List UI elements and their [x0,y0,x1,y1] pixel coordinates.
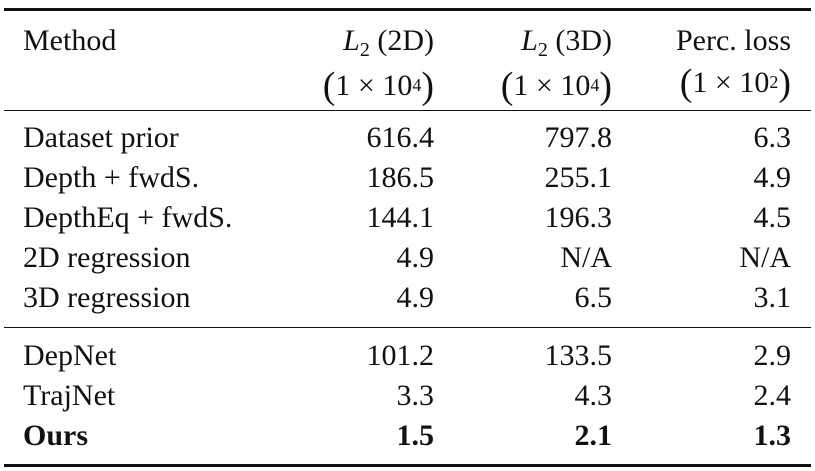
header-perc-loss-label: Perc. loss [676,24,791,57]
l2-3d-cell: 2.1 [574,419,613,452]
perc-loss-cell: 2.4 [753,379,792,412]
header-l2-3d-suffix: (3D) [555,24,612,57]
l2-2d-cell: 616.4 [366,121,435,154]
method-cell: 3D regression [23,281,191,314]
header-perc-loss: Perc. loss (1 × 102) [676,24,791,104]
table-row-best: Ours 1.5 2.1 1.3 [0,416,815,456]
header-l2-3d-subscript: 2 [537,39,548,61]
perc-loss-cell: 2.9 [753,339,792,372]
perc-loss-cell: 4.5 [753,201,792,234]
table-row: Dataset prior 616.4 797.8 6.3 [0,118,815,158]
l2-3d-cell: 255.1 [544,161,613,194]
header-l2-2d-scale: 1 × 10 [335,69,413,102]
perc-loss-cell: 4.9 [753,161,792,194]
header-perc-loss-exp: 2 [769,72,779,92]
header-l2-3d-exp: 4 [590,75,600,95]
perc-loss-cell: 1.3 [753,419,792,452]
l2-3d-cell: 797.8 [544,121,613,154]
header-rule [4,110,811,112]
method-cell: 2D regression [23,241,191,274]
header-l2-2d: L2 (2D) (1 × 104) [322,24,434,107]
method-cell: DepthEq + fwdS. [23,201,233,234]
l2-2d-cell: 3.3 [396,379,435,412]
l2-3d-cell: 196.3 [544,201,613,234]
header-l2-3d: L2 (3D) (1 × 104) [500,24,612,107]
l2-2d-cell: 4.9 [396,281,435,314]
l2-3d-cell: 4.3 [574,379,613,412]
table-row: TrajNet 3.3 4.3 2.4 [0,376,815,416]
table-row: DepthEq + fwdS. 144.1 196.3 4.5 [0,198,815,238]
method-cell: TrajNet [23,379,116,412]
header-l2-3d-scale: 1 × 10 [513,69,591,102]
l2-2d-cell: 144.1 [366,201,435,234]
table-row: Depth + fwdS. 186.5 255.1 4.9 [0,158,815,198]
method-cell: Depth + fwdS. [23,161,200,194]
perc-loss-cell: 3.1 [753,281,792,314]
perc-loss-cell: 6.3 [753,121,792,154]
l2-3d-cell: 133.5 [544,339,613,372]
l2-2d-cell: 186.5 [366,161,435,194]
header-l2-3d-symbol: L [521,24,538,57]
method-cell: Dataset prior [23,121,179,154]
table-row: 3D regression 4.9 6.5 3.1 [0,278,815,318]
header-l2-2d-exp: 4 [412,75,422,95]
header-l2-2d-subscript: 2 [359,39,370,61]
method-cell: DepNet [23,339,117,372]
bottom-rule [4,464,811,467]
header-perc-loss-scale: 1 × 10 [692,66,770,99]
l2-2d-cell: 1.5 [396,419,435,452]
l2-3d-cell: 6.5 [574,281,613,314]
l2-2d-cell: 4.9 [396,241,435,274]
l2-3d-cell: N/A [560,241,612,274]
method-cell: Ours [23,419,89,452]
perc-loss-cell: N/A [739,241,791,274]
group-rule [4,327,811,329]
header-l2-2d-symbol: L [343,24,360,57]
table-row: DepNet 101.2 133.5 2.9 [0,336,815,376]
table-row: 2D regression 4.9 N/A N/A [0,238,815,278]
header-method: Method [23,24,117,57]
header-l2-2d-suffix: (2D) [377,24,434,57]
top-rule [4,8,811,11]
l2-2d-cell: 101.2 [366,339,435,372]
